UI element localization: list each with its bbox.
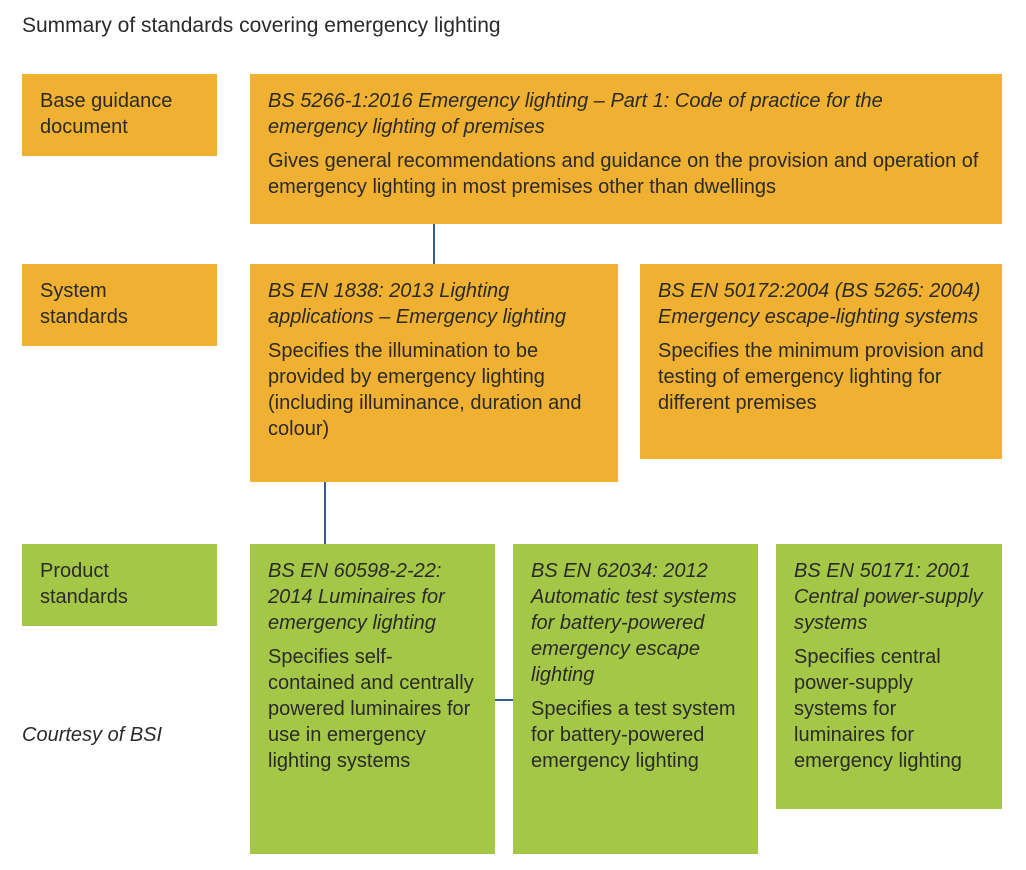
label-line: standards — [40, 304, 199, 330]
box-desc: Specifies a test system for battery-powe… — [531, 696, 740, 774]
credit-text: Courtesy of BSI — [22, 724, 162, 747]
box-desc: Specifies central power-supply systems f… — [794, 644, 984, 774]
box-product-en60598: BS EN 60598-2-22: 2014 Luminaires for em… — [250, 544, 495, 854]
box-product-en50171: BS EN 50171: 2001 Central power-supply s… — [776, 544, 1002, 809]
label-line: standards — [40, 584, 199, 610]
box-title: BS EN 50171: 2001 Central power-supply s… — [794, 558, 984, 636]
label-line: System — [40, 278, 199, 304]
box-title: BS EN 60598-2-22: 2014 Luminaires for em… — [268, 558, 477, 636]
box-title: BS EN 50172:2004 (BS 5265: 2004) Emergen… — [658, 278, 984, 330]
label-line: Base guidance — [40, 88, 199, 114]
box-system-en1838: BS EN 1838: 2013 Lighting applications –… — [250, 264, 618, 482]
box-base-guidance: BS 5266-1:2016 Emergency lighting – Part… — [250, 74, 1002, 224]
box-product-en62034: BS EN 62034: 2012 Automatic test systems… — [513, 544, 758, 854]
box-title: BS EN 62034: 2012 Automatic test systems… — [531, 558, 740, 688]
row-label-system: System standards — [22, 264, 217, 346]
label-line: Product — [40, 558, 199, 584]
box-system-en50172: BS EN 50172:2004 (BS 5265: 2004) Emergen… — [640, 264, 1002, 459]
box-desc: Specifies the illumination to be provide… — [268, 338, 600, 442]
row-label-product: Product standards — [22, 544, 217, 626]
page-title: Summary of standards covering emergency … — [22, 14, 501, 38]
box-desc: Specifies self-contained and centrally p… — [268, 644, 477, 774]
box-desc: Specifies the minimum provision and test… — [658, 338, 984, 416]
label-line: document — [40, 114, 199, 140]
box-title: BS EN 1838: 2013 Lighting applications –… — [268, 278, 600, 330]
row-label-base: Base guidance document — [22, 74, 217, 156]
box-desc: Gives general recommendations and guidan… — [268, 148, 984, 200]
box-title: BS 5266-1:2016 Emergency lighting – Part… — [268, 88, 984, 140]
